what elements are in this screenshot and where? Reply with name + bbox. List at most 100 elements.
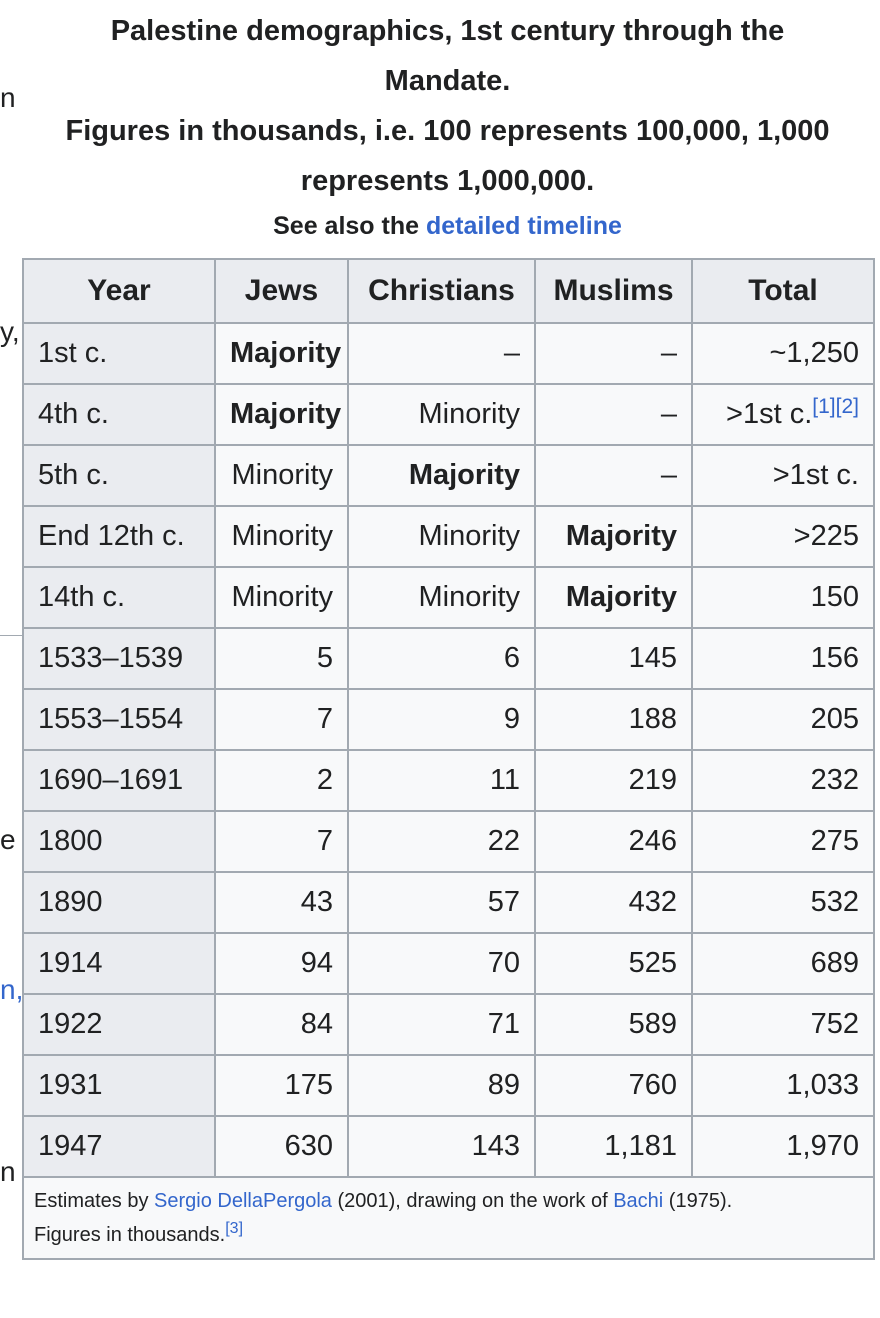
table-row: 1800 7 22 246 275 xyxy=(22,810,875,873)
year-cell: 1922 xyxy=(22,993,216,1056)
text-fragment: n xyxy=(0,82,16,113)
total-value: >1st c. xyxy=(726,398,813,430)
christians-cell: 11 xyxy=(347,749,536,812)
jews-cell: 630 xyxy=(214,1115,349,1178)
table-row: 1890 43 57 432 532 xyxy=(22,871,875,934)
year-cell: 1931 xyxy=(22,1054,216,1117)
year-cell: 5th c. xyxy=(22,444,216,507)
total-cell: >1st c. xyxy=(691,444,875,507)
column-header-year[interactable]: Year xyxy=(22,258,216,324)
muslims-cell: Majority xyxy=(534,566,693,629)
jews-cell: Majority xyxy=(214,383,349,446)
muslims-cell: 188 xyxy=(534,688,693,751)
jews-cell: Minority xyxy=(214,505,349,568)
jews-cell: 7 xyxy=(214,688,349,751)
caption-note-line: represents 1,000,000. xyxy=(300,165,595,197)
christians-cell: – xyxy=(347,322,536,385)
christians-cell: 143 xyxy=(347,1115,536,1178)
table-row: 4th c. Majority Minority – >1st c.[1][2] xyxy=(22,383,875,446)
muslims-cell: – xyxy=(534,383,693,446)
christians-cell: Minority xyxy=(347,505,536,568)
text-fragment: y, xyxy=(0,316,20,347)
christians-cell: 6 xyxy=(347,627,536,690)
total-cell: 205 xyxy=(691,688,875,751)
muslims-cell: 145 xyxy=(534,627,693,690)
christians-cell: 71 xyxy=(347,993,536,1056)
year-cell: 1533–1539 xyxy=(22,627,216,690)
caption-title-line: Mandate. xyxy=(384,65,511,97)
section-divider xyxy=(0,635,22,636)
detailed-timeline-link[interactable]: detailed timeline xyxy=(425,212,622,240)
year-cell: 1st c. xyxy=(22,322,216,385)
table-row: 1947 630 143 1,181 1,970 xyxy=(22,1115,875,1178)
text-fragment: e xyxy=(0,824,16,855)
table-row: 1553–1554 7 9 188 205 xyxy=(22,688,875,751)
jews-cell: Minority xyxy=(214,444,349,507)
jews-cell: 5 xyxy=(214,627,349,690)
column-header-muslims[interactable]: Muslims xyxy=(534,258,693,324)
table-row: 1st c. Majority – – ~1,250 xyxy=(22,322,875,385)
total-cell: 275 xyxy=(691,810,875,873)
column-header-jews[interactable]: Jews xyxy=(214,258,349,324)
citation-link[interactable]: [3] xyxy=(225,1220,244,1237)
bachi-link[interactable]: Bachi xyxy=(613,1190,664,1212)
year-cell: 1890 xyxy=(22,871,216,934)
christians-cell: 9 xyxy=(347,688,536,751)
year-cell: 1914 xyxy=(22,932,216,995)
table-footnote: Estimates by Sergio DellaPergola (2001),… xyxy=(22,1176,875,1260)
table-row: 1931 175 89 760 1,033 xyxy=(22,1054,875,1117)
jews-cell: 175 xyxy=(214,1054,349,1117)
see-also-prefix: See also the xyxy=(273,212,426,240)
see-also-line: See also the detailed timeline xyxy=(22,206,873,246)
christians-cell: 70 xyxy=(347,932,536,995)
muslims-cell: 589 xyxy=(534,993,693,1056)
muslims-cell: 1,181 xyxy=(534,1115,693,1178)
column-header-christians[interactable]: Christians xyxy=(347,258,536,324)
footnote-text: (1975). xyxy=(663,1190,733,1212)
footnote-text: Estimates by xyxy=(34,1190,155,1212)
total-cell: 532 xyxy=(691,871,875,934)
link-fragment[interactable]: n, xyxy=(0,974,22,1005)
muslims-cell: 432 xyxy=(534,871,693,934)
total-cell: 150 xyxy=(691,566,875,629)
jews-cell: Majority xyxy=(214,322,349,385)
jews-cell: 43 xyxy=(214,871,349,934)
text-fragment: n xyxy=(0,1156,16,1187)
year-cell: 14th c. xyxy=(22,566,216,629)
total-cell: ~1,250 xyxy=(691,322,875,385)
total-cell: 689 xyxy=(691,932,875,995)
year-cell: End 12th c. xyxy=(22,505,216,568)
table-row: 5th c. Minority Majority – >1st c. xyxy=(22,444,875,507)
total-cell: 232 xyxy=(691,749,875,812)
column-header-total[interactable]: Total xyxy=(691,258,875,324)
dellapergola-link[interactable]: Sergio DellaPergola xyxy=(154,1190,332,1212)
table-row: 1922 84 71 589 752 xyxy=(22,993,875,1056)
jews-cell: 94 xyxy=(214,932,349,995)
caption-title-line: Palestine demographics, 1st century thro… xyxy=(110,15,785,47)
table-caption: Palestine demographics, 1st century thro… xyxy=(22,6,873,246)
christians-cell: 57 xyxy=(347,871,536,934)
table-row: 1914 94 70 525 689 xyxy=(22,932,875,995)
year-cell: 1800 xyxy=(22,810,216,873)
jews-cell: 84 xyxy=(214,993,349,1056)
footnote-text: (2001), drawing on the work of xyxy=(331,1190,614,1212)
citation-link[interactable]: [1][2] xyxy=(812,395,859,418)
muslims-cell: 760 xyxy=(534,1054,693,1117)
jews-cell: 2 xyxy=(214,749,349,812)
muslims-cell: – xyxy=(534,444,693,507)
table-header: Year Jews Christians Muslims Total xyxy=(22,258,875,324)
table-row: 14th c. Minority Minority Majority 150 xyxy=(22,566,875,629)
christians-cell: Minority xyxy=(347,383,536,446)
footnote-row: Estimates by Sergio DellaPergola (2001),… xyxy=(22,1176,875,1260)
caption-note-line: Figures in thousands, i.e. 100 represent… xyxy=(65,115,830,147)
muslims-cell: 219 xyxy=(534,749,693,812)
table-row: 1690–1691 2 11 219 232 xyxy=(22,749,875,812)
header-row: Year Jews Christians Muslims Total xyxy=(22,258,875,324)
year-cell: 4th c. xyxy=(22,383,216,446)
footnote-text: Figures in thousands. xyxy=(34,1224,226,1246)
christians-cell: Minority xyxy=(347,566,536,629)
total-cell: 1,970 xyxy=(691,1115,875,1178)
table-body: 1st c. Majority – – ~1,250 4th c. Majori… xyxy=(22,322,875,1260)
christians-cell: 22 xyxy=(347,810,536,873)
total-cell: 752 xyxy=(691,993,875,1056)
